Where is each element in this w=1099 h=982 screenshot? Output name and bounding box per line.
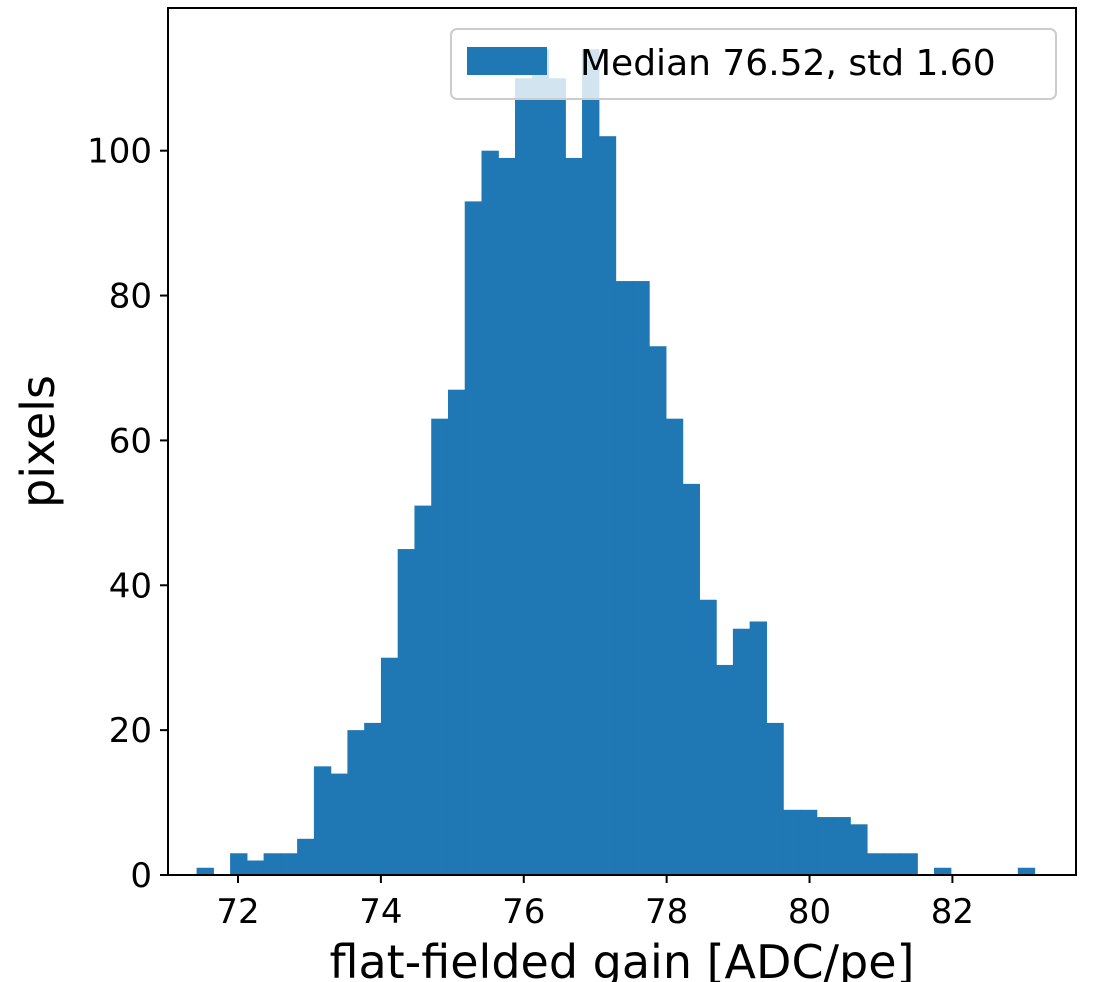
- histogram-bar: [380, 657, 399, 875]
- y-tick-label: 40: [109, 566, 152, 606]
- histogram-bar: [447, 389, 466, 875]
- histogram-bar: [330, 773, 349, 875]
- histogram-bar: [799, 809, 818, 875]
- histogram-bar: [783, 809, 801, 875]
- y-tick-label: 20: [109, 711, 152, 751]
- y-tick-label: 0: [130, 856, 152, 896]
- histogram-bar: [431, 418, 449, 875]
- histogram-bar: [632, 281, 650, 875]
- histogram-bar: [615, 281, 633, 875]
- histogram-bar: [732, 628, 751, 875]
- histogram-bar: [364, 722, 382, 875]
- histogram-bar: [582, 49, 600, 876]
- histogram-bar: [531, 49, 550, 876]
- x-tick-label: 82: [931, 892, 974, 932]
- histogram-bar: [699, 599, 717, 875]
- histogram-bar: [297, 838, 315, 875]
- y-tick-label: 60: [109, 421, 152, 461]
- histogram-bar: [833, 817, 851, 875]
- histogram-bar: [866, 853, 885, 875]
- bars-layer: [196, 49, 1036, 876]
- histogram-bar: [883, 853, 902, 875]
- histogram-bar: [246, 860, 265, 875]
- histogram-bar: [816, 817, 835, 875]
- histogram-bar: [900, 853, 918, 875]
- x-axis: 72 74 76 78 80 82: [216, 875, 974, 932]
- y-tick-label: 80: [109, 277, 152, 317]
- legend: Median 76.52, std 1.60: [450, 28, 1057, 100]
- x-axis-title: flat-fielded gain [ADC/pe]: [329, 935, 914, 982]
- histogram-bar: [548, 78, 566, 875]
- histogram-bar: [850, 824, 868, 875]
- histogram-bar: [934, 867, 952, 875]
- histogram-bar: [196, 867, 214, 875]
- x-tick-label: 80: [788, 892, 831, 932]
- histogram-bar: [766, 722, 784, 875]
- histogram-bar: [515, 78, 533, 875]
- histogram-bar: [565, 157, 583, 875]
- histogram-bar: [598, 136, 617, 875]
- legend-swatch: [467, 47, 547, 75]
- x-tick-label: 78: [645, 892, 688, 932]
- histogram-bar: [481, 150, 499, 875]
- legend-label: Median 76.52, std 1.60: [580, 43, 996, 84]
- x-tick-label: 72: [216, 892, 259, 932]
- histogram-bar: [280, 853, 298, 875]
- histogram-bar: [749, 621, 768, 875]
- x-tick-label: 74: [359, 892, 402, 932]
- y-tick-label: 100: [87, 132, 152, 172]
- histogram-bar: [665, 418, 684, 875]
- histogram-bar: [230, 853, 248, 875]
- histogram-bar: [649, 346, 667, 875]
- histogram-bar: [1017, 867, 1036, 875]
- y-axis: 0 20 40 60 80 100: [87, 132, 168, 896]
- histogram-bar: [498, 157, 516, 875]
- histogram-bar: [716, 664, 734, 875]
- histogram-bar: [682, 483, 700, 875]
- histogram-bar: [464, 201, 483, 875]
- legend-box: [450, 28, 1057, 100]
- histogram-bar: [263, 853, 281, 875]
- histogram-bar: [313, 766, 332, 875]
- x-tick-label: 76: [502, 892, 545, 932]
- plot-frame: [167, 7, 1077, 876]
- histogram-bar: [397, 549, 416, 875]
- histogram-bar: [347, 730, 365, 875]
- y-axis-title: pixels: [11, 375, 65, 508]
- histogram-bar: [414, 505, 432, 875]
